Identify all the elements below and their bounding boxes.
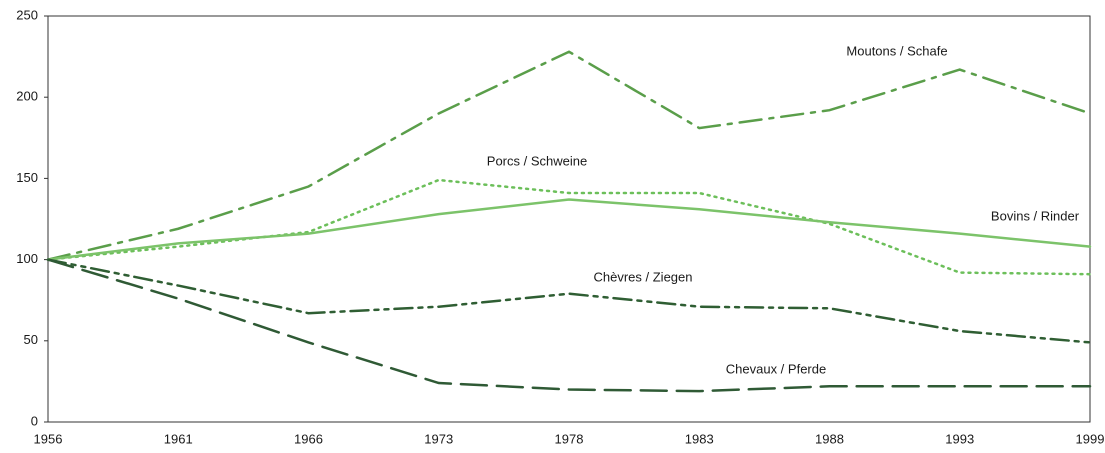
y-tick-label: 150 <box>16 170 38 185</box>
series-label: Bovins / Rinder <box>991 208 1080 223</box>
series-label: Chevaux / Pferde <box>726 361 826 376</box>
y-tick-label: 0 <box>31 413 38 428</box>
x-tick-label: 1966 <box>294 431 323 446</box>
plot-frame <box>47 15 1091 423</box>
series-line <box>46 178 1092 276</box>
x-tick-label: 1983 <box>685 431 714 446</box>
series-line <box>46 258 1092 344</box>
series-label: Chèvres / Ziegen <box>594 269 693 284</box>
y-tick-label: 200 <box>16 89 38 104</box>
x-tick-label: 1973 <box>424 431 453 446</box>
series-line <box>46 198 1092 261</box>
series-line <box>46 50 1092 261</box>
series-label: Moutons / Schafe <box>846 43 947 58</box>
y-tick-label: 100 <box>16 251 38 266</box>
series-line <box>46 258 1092 393</box>
y-tick-label: 250 <box>16 7 38 22</box>
y-tick-label: 50 <box>24 332 38 347</box>
x-tick-label: 1988 <box>815 431 844 446</box>
series-label: Porcs / Schweine <box>487 153 587 168</box>
x-tick-label: 1956 <box>34 431 63 446</box>
x-tick-label: 1993 <box>945 431 974 446</box>
x-tick-label: 1999 <box>1076 431 1105 446</box>
x-tick-label: 1978 <box>555 431 584 446</box>
x-tick-label: 1961 <box>164 431 193 446</box>
